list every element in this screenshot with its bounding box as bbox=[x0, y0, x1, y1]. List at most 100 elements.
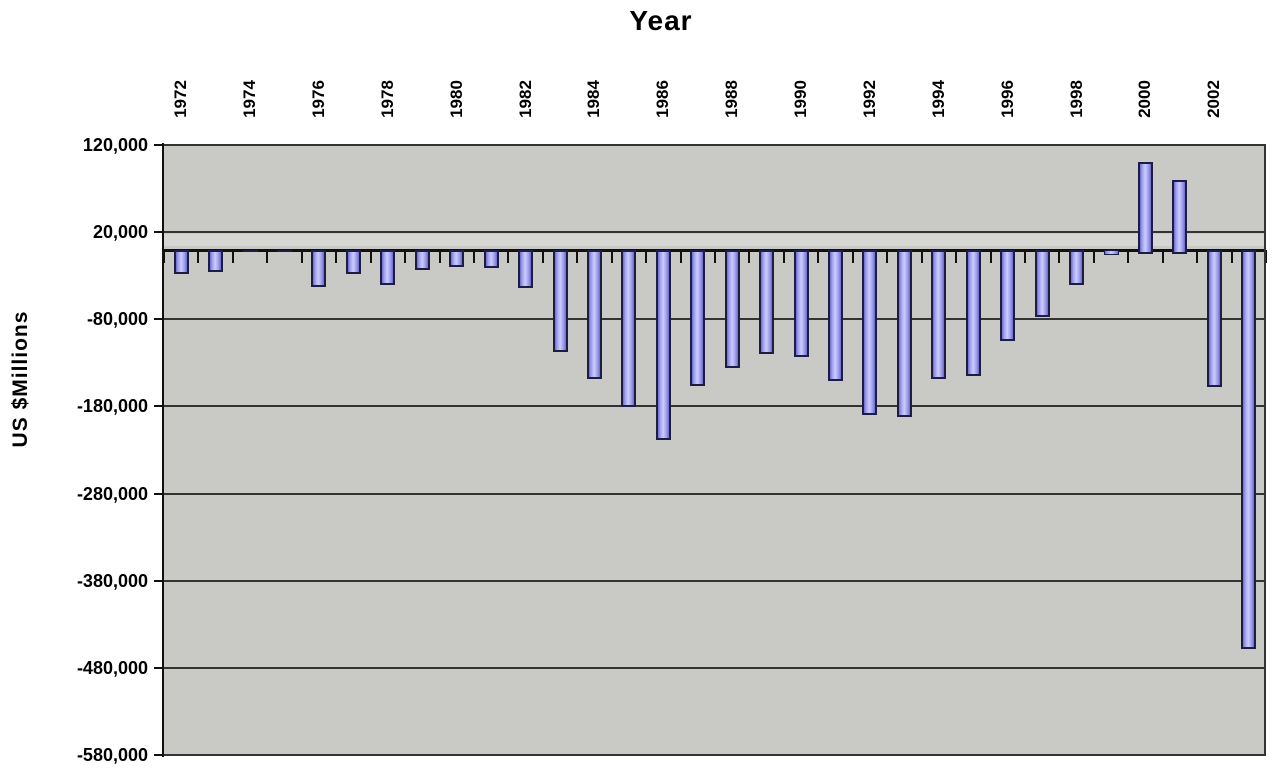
bar-2003 bbox=[1241, 249, 1257, 650]
bar-1994 bbox=[931, 249, 947, 380]
bar-1977 bbox=[345, 249, 361, 274]
category-tick bbox=[197, 249, 200, 263]
category-tick bbox=[955, 249, 958, 263]
x-axis-label-2002: 2002 bbox=[1204, 80, 1224, 118]
category-tick bbox=[989, 249, 992, 263]
y-axis-label--280000: -280,000 bbox=[76, 483, 148, 504]
y-axis-tick bbox=[154, 144, 163, 146]
gridline-20000 bbox=[164, 231, 1266, 234]
x-axis-label-1984: 1984 bbox=[584, 80, 604, 118]
bar-1993 bbox=[896, 249, 912, 417]
category-tick bbox=[472, 249, 475, 263]
x-axis-label-1982: 1982 bbox=[515, 80, 535, 118]
gridline--580000 bbox=[164, 754, 1266, 756]
gridline--80000 bbox=[164, 318, 1266, 321]
category-tick bbox=[714, 249, 716, 263]
category-tick bbox=[1196, 249, 1199, 263]
x-axis-label-1972: 1972 bbox=[171, 80, 191, 118]
plot-right-border bbox=[1264, 145, 1266, 755]
category-tick bbox=[817, 249, 820, 263]
category-tick bbox=[541, 249, 544, 263]
category-tick bbox=[369, 249, 372, 263]
y-axis-tick bbox=[154, 666, 163, 669]
category-tick bbox=[1023, 249, 1026, 263]
x-axis-label-1980: 1980 bbox=[446, 80, 466, 118]
y-axis-label--180000: -180,000 bbox=[76, 396, 148, 417]
bar-1972 bbox=[173, 249, 189, 274]
bar-1981 bbox=[483, 249, 499, 269]
category-tick bbox=[335, 249, 338, 263]
y-axis-tick bbox=[154, 405, 163, 408]
category-tick bbox=[300, 249, 303, 263]
y-axis-label--80000: -80,000 bbox=[86, 309, 148, 330]
y-axis-label--480000: -480,000 bbox=[76, 657, 148, 678]
y-axis-label-120000: 120,000 bbox=[82, 135, 148, 155]
bar-1990 bbox=[793, 249, 809, 358]
category-tick bbox=[1058, 249, 1061, 263]
category-tick bbox=[1092, 249, 1095, 263]
plot-background bbox=[164, 145, 1266, 755]
category-tick bbox=[886, 249, 889, 263]
category-tick bbox=[1161, 249, 1164, 263]
bar-1987 bbox=[690, 249, 706, 387]
bar-1988 bbox=[724, 249, 740, 368]
bar-1973 bbox=[208, 249, 224, 272]
bar-1999 bbox=[1103, 249, 1119, 256]
y-axis-label-20000: 20,000 bbox=[92, 222, 148, 243]
bar-1975 bbox=[277, 249, 293, 253]
category-tick bbox=[1127, 249, 1130, 263]
x-axis-label-1994: 1994 bbox=[928, 80, 948, 118]
category-tick bbox=[1230, 249, 1233, 263]
x-axis-label-2000: 2000 bbox=[1135, 80, 1155, 118]
bar-1982 bbox=[518, 249, 534, 289]
y-axis-tick bbox=[154, 492, 163, 495]
category-tick bbox=[920, 249, 923, 263]
category-tick bbox=[438, 249, 441, 263]
x-axis-label-1990: 1990 bbox=[791, 80, 811, 118]
category-tick bbox=[266, 249, 269, 263]
category-tick bbox=[507, 249, 510, 263]
y-axis-label--580000: -580,000 bbox=[76, 745, 148, 765]
gridline-120000 bbox=[164, 144, 1266, 146]
bar-1979 bbox=[414, 249, 430, 271]
category-tick bbox=[1265, 249, 1267, 263]
gridline--180000 bbox=[164, 405, 1266, 408]
bar-1995 bbox=[965, 249, 981, 377]
bar-1976 bbox=[311, 249, 327, 287]
bar-2001 bbox=[1172, 179, 1188, 254]
x-axis-label-1976: 1976 bbox=[308, 80, 328, 118]
category-tick bbox=[782, 249, 785, 263]
y-axis-tick bbox=[154, 318, 163, 321]
x-axis-title: Year bbox=[629, 5, 693, 36]
y-axis-title: US $Millions bbox=[9, 310, 32, 448]
y-axis-tick bbox=[154, 579, 163, 582]
category-tick bbox=[163, 249, 165, 263]
bar-1985 bbox=[621, 249, 637, 407]
x-axis-label-1996: 1996 bbox=[997, 80, 1017, 118]
gridline--480000 bbox=[164, 666, 1266, 669]
category-tick bbox=[231, 249, 234, 263]
x-axis-label-1992: 1992 bbox=[859, 80, 879, 118]
bar-1996 bbox=[1000, 249, 1016, 341]
category-tick bbox=[610, 249, 613, 263]
bar-1998 bbox=[1069, 249, 1085, 285]
plot-area bbox=[163, 144, 1267, 756]
bar-1978 bbox=[380, 249, 396, 285]
bar-1992 bbox=[862, 249, 878, 415]
zero-axis-line bbox=[164, 248, 1266, 252]
x-axis-label-1988: 1988 bbox=[722, 80, 742, 118]
plot-highlight-band bbox=[164, 234, 1266, 247]
y-axis-tick bbox=[154, 231, 163, 234]
category-tick bbox=[576, 249, 579, 263]
bar-1986 bbox=[655, 249, 671, 441]
category-tick bbox=[645, 249, 648, 263]
bar-2000 bbox=[1137, 162, 1153, 254]
bar-1980 bbox=[449, 249, 465, 267]
bar-1991 bbox=[828, 249, 844, 381]
category-tick bbox=[404, 249, 407, 263]
category-tick bbox=[679, 249, 682, 263]
gridline--280000 bbox=[164, 492, 1266, 495]
x-axis-label-1978: 1978 bbox=[377, 80, 397, 118]
gridline--380000 bbox=[164, 579, 1266, 582]
